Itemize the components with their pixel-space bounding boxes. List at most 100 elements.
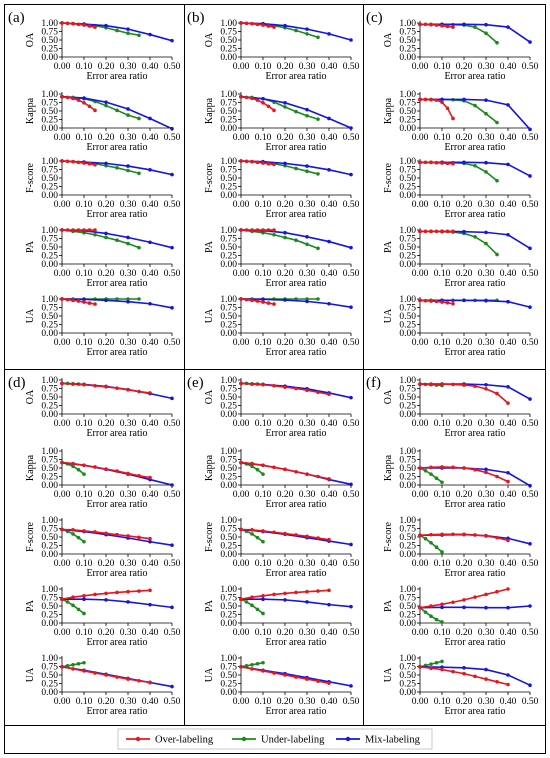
data-point-under	[429, 472, 433, 476]
y-axis-label: OA	[25, 389, 36, 404]
x-tick-label: 0.30	[478, 490, 495, 500]
x-tick-label: 0.00	[233, 200, 250, 210]
x-tick-label: 0.10	[434, 62, 451, 72]
data-point-under	[261, 611, 265, 616]
data-point-over	[473, 595, 477, 599]
x-tick-label: 0.30	[478, 419, 495, 429]
x-axis-label: Error area ratio	[265, 428, 326, 439]
x-tick-label: 0.50	[164, 200, 181, 210]
series-over	[60, 94, 97, 113]
data-point-over	[255, 299, 260, 303]
data-point-under	[250, 464, 254, 469]
y-tick-label: 0.25	[41, 252, 58, 262]
y-tick-label: 0.50	[220, 533, 237, 543]
y-tick-label: 0.75	[41, 28, 58, 38]
x-tick-label: 0.30	[120, 133, 137, 143]
data-point-over	[462, 671, 466, 676]
series-over	[418, 160, 455, 166]
x-tick-label: 0.40	[321, 697, 338, 707]
data-point-over	[283, 591, 287, 596]
x-tick-label: 0.10	[76, 419, 93, 429]
x-tick-label: 0.20	[456, 490, 473, 500]
data-point-over	[451, 465, 455, 470]
series-line-mix	[419, 605, 531, 609]
y-tick-label: 0.25	[41, 116, 58, 126]
data-point-over	[418, 298, 422, 303]
x-tick-label: 0.30	[120, 200, 137, 210]
y-tick-label: 0.25	[220, 680, 237, 690]
data-point-mix	[484, 382, 488, 387]
data-point-mix	[283, 298, 287, 302]
x-tick-label: 0.10	[434, 338, 451, 348]
data-point-over	[255, 160, 260, 165]
data-point-over	[60, 94, 64, 99]
x-tick-label: 0.50	[164, 628, 181, 638]
series-line-mix	[240, 22, 352, 41]
data-point-over	[76, 22, 81, 27]
data-point-over	[429, 465, 433, 470]
x-tick-label: 0.20	[277, 338, 294, 348]
data-point-over	[272, 671, 276, 675]
data-point-under	[115, 166, 119, 170]
data-point-over	[283, 467, 287, 472]
subplot-oa: 0.000.250.500.751.000.00 0.10 0.20 0.30 0.40…	[204, 19, 360, 82]
data-point-over	[423, 22, 428, 27]
data-point-over	[423, 298, 428, 303]
data-point-under	[316, 117, 320, 121]
data-point-under	[305, 113, 309, 118]
y-tick-label: 0.50	[41, 243, 58, 253]
panel-label: (e)	[187, 375, 204, 391]
data-point-over	[250, 159, 254, 164]
subplot-f-score: 0.000.250.500.751.000.00 0.10 0.20 0.30 0.40…	[25, 157, 181, 220]
y-tick-label: 1.00	[399, 157, 416, 167]
y-tick-label: 0.25	[41, 402, 58, 412]
series-over	[60, 381, 152, 395]
x-tick-label: 0.10	[434, 628, 451, 638]
data-point-under	[82, 472, 86, 476]
series-over	[60, 460, 152, 480]
data-point-over	[87, 228, 92, 232]
data-point-mix	[170, 306, 174, 310]
x-axis-label: Error area ratio	[444, 499, 505, 510]
panel-label: (b)	[187, 10, 205, 26]
y-tick-label: 0.25	[220, 252, 237, 262]
data-point-under	[429, 662, 433, 666]
data-point-over	[65, 159, 70, 164]
data-point-under	[115, 297, 119, 301]
x-tick-label: 0.20	[98, 200, 115, 210]
x-tick-label: 0.30	[478, 269, 495, 279]
subplot-ua: 0.000.250.500.751.000.00 0.10 0.20 0.30 0.40…	[383, 654, 539, 717]
data-point-mix	[126, 27, 130, 31]
subplot-pa: 0.000.250.500.751.000.00 0.10 0.20 0.30 0.40…	[25, 585, 181, 648]
data-point-mix	[170, 605, 174, 610]
data-point-under	[115, 28, 119, 33]
data-point-under	[429, 614, 433, 618]
data-point-mix	[349, 126, 353, 130]
x-tick-label: 0.20	[98, 628, 115, 638]
data-point-under	[65, 600, 70, 604]
x-tick-label: 0.00	[412, 628, 429, 638]
data-point-mix	[261, 597, 265, 601]
data-point-over	[239, 597, 243, 601]
data-point-under	[71, 532, 75, 536]
x-tick-label: 0.30	[478, 62, 495, 72]
data-point-mix	[440, 97, 444, 102]
y-tick-label: 1.00	[41, 447, 58, 457]
data-point-over	[76, 299, 81, 303]
data-point-over	[418, 160, 422, 165]
data-point-over	[495, 589, 499, 594]
x-tick-label: 0.50	[164, 62, 181, 72]
x-tick-label: 0.20	[277, 490, 294, 500]
y-axis-label: PA	[383, 240, 394, 253]
x-tick-label: 0.40	[321, 490, 338, 500]
x-tick-label: 0.20	[98, 133, 115, 143]
data-point-under	[495, 178, 499, 183]
data-point-under	[82, 611, 86, 616]
data-point-over	[294, 675, 298, 679]
series-line-under	[61, 229, 140, 249]
legend-box	[117, 728, 433, 750]
data-point-under	[71, 464, 75, 469]
data-point-over	[239, 381, 243, 386]
data-point-over	[434, 160, 439, 165]
x-tick-label: 0.50	[522, 697, 539, 707]
